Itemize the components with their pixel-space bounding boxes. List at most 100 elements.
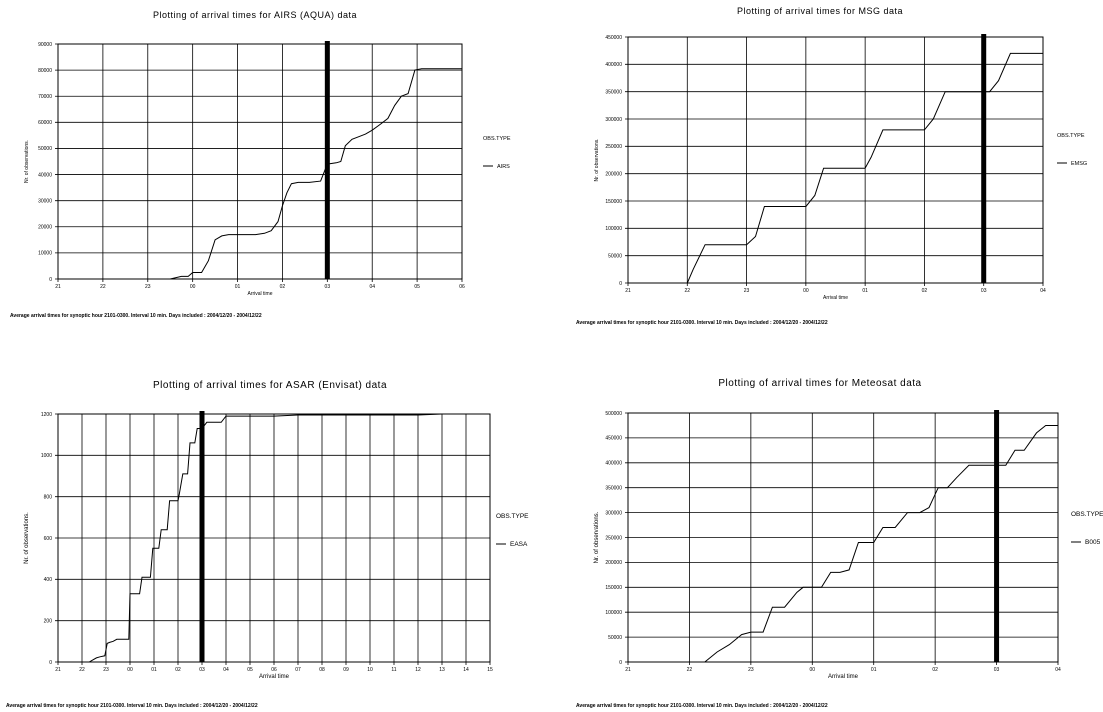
legend-title: OBS.TYPE: [1071, 511, 1103, 518]
legend-entry: EMSG: [1071, 161, 1087, 167]
y-tick-label: 0: [619, 660, 622, 666]
x-tick-label: 23: [748, 667, 754, 673]
y-tick-label: 50000: [38, 146, 52, 152]
chart-panel-msg: Plotting of arrival times for MSG data 2…: [560, 0, 1103, 340]
y-axis-label: Nr. of observations.: [594, 138, 600, 181]
series-line: [88, 413, 490, 663]
y-tick-label: 50000: [608, 635, 622, 641]
y-tick-label: 50000: [608, 253, 622, 259]
legend-entry: AIRS: [497, 164, 510, 170]
y-tick-label: 200: [44, 618, 53, 624]
x-tick-label: 05: [414, 284, 420, 290]
x-tick-label: 22: [79, 667, 85, 673]
x-tick-label: 10: [367, 667, 373, 673]
chart-footnote: Average arrival times for synoptic hour …: [6, 703, 258, 709]
y-tick-label: 300000: [605, 117, 622, 123]
x-tick-label: 01: [871, 667, 877, 673]
y-tick-label: 400000: [605, 461, 622, 467]
x-tick-label: 13: [439, 667, 445, 673]
y-tick-label: 200000: [605, 171, 622, 177]
x-tick-label: 22: [685, 288, 691, 294]
x-tick-label: 02: [932, 667, 938, 673]
legend-entry: B005: [1085, 539, 1101, 546]
chart-svg: 21 22 23 00 01 02 03 04 0 50000 100000 150000 200000…: [594, 410, 1103, 680]
y-tick-label: 40000: [38, 172, 52, 178]
x-tick-label: 02: [280, 284, 286, 290]
x-tick-label: 02: [922, 288, 928, 294]
y-tick-label: 100000: [605, 610, 622, 616]
y-tick-label: 100000: [605, 226, 622, 232]
x-tick-label: 04: [369, 284, 375, 290]
legend-title: OBS.TYPE: [483, 136, 511, 142]
y-axis-label: Nr. of observations.: [24, 140, 30, 183]
legend-title: OBS.TYPE: [496, 513, 529, 520]
x-tick-label: 23: [145, 284, 151, 290]
y-tick-label: 0: [619, 281, 622, 287]
x-tick-label: 22: [100, 284, 106, 290]
x-tick-label: 14: [463, 667, 469, 673]
chart-title: Plotting of arrival times for ASAR (Envi…: [152, 380, 388, 391]
x-tick-label: 03: [981, 288, 987, 294]
x-tick-label: 00: [810, 667, 816, 673]
y-tick-label: 30000: [38, 198, 52, 204]
x-tick-label: 01: [862, 288, 868, 294]
x-tick-label: 04: [223, 667, 229, 673]
x-tick-label: 23: [103, 667, 109, 673]
chart-footnote: Average arrival times for synoptic hour …: [576, 320, 828, 326]
plot-frame: [57, 43, 463, 280]
y-tick-label: 10000: [38, 251, 52, 257]
y-tick-label: 400000: [605, 62, 622, 68]
y-tick-label: 250000: [605, 535, 622, 541]
x-tick-label: 09: [343, 667, 349, 673]
chart-title: Plotting of arrival times for AIRS (AQUA…: [152, 10, 358, 20]
legend-title: OBS.TYPE: [1057, 133, 1085, 139]
series-line: [686, 52, 1043, 284]
x-tick-label: 07: [295, 667, 301, 673]
y-tick-label: 1000: [41, 453, 52, 459]
y-tick-label: 90000: [38, 42, 52, 48]
x-tick-label: 21: [625, 288, 631, 294]
chart-svg: 21 22 23 00 01 02 03 04 05 06 0 10000 20000 30000 4000…: [24, 41, 511, 297]
x-axis-label: Arrival time: [823, 295, 848, 301]
series-line: [58, 68, 462, 280]
y-tick-label: 400: [44, 577, 53, 583]
x-tick-label: 22: [687, 667, 693, 673]
series-line: [704, 425, 1058, 663]
y-tick-label: 450000: [605, 436, 622, 442]
x-tick-label: 06: [459, 284, 465, 290]
y-tick-label: 60000: [38, 120, 52, 126]
x-tick-label: 03: [325, 284, 331, 290]
y-tick-label: 450000: [605, 35, 622, 41]
x-axis-label: Arrival time: [247, 291, 272, 297]
plot-frame: [627, 412, 1059, 663]
y-tick-label: 800: [44, 494, 53, 500]
legend-entry: EASA: [510, 541, 528, 548]
plot-frame: [627, 36, 1044, 284]
x-tick-label: 01: [235, 284, 241, 290]
x-tick-label: 08: [319, 667, 325, 673]
y-tick-label: 150000: [605, 199, 622, 205]
x-tick-label: 21: [55, 667, 61, 673]
chart-footnote: Average arrival times for synoptic hour …: [10, 313, 262, 319]
y-tick-label: 1200: [41, 412, 52, 418]
x-tick-label: 11: [391, 667, 396, 673]
x-tick-label: 03: [199, 667, 205, 673]
chart-panel-airs: Plotting of arrival times for AIRS (AQUA…: [0, 0, 550, 330]
y-tick-label: 0: [49, 660, 52, 666]
x-tick-label: 21: [625, 667, 631, 673]
plot-frame: [57, 413, 491, 663]
chart-svg: 21 22 23 00 01 02 03 04 0 50000 100000 150000 200000…: [594, 34, 1087, 301]
y-tick-label: 70000: [38, 94, 52, 100]
y-tick-label: 250000: [605, 144, 622, 150]
chart-title: Plotting of arrival times for MSG data: [736, 6, 904, 16]
x-tick-label: 04: [1055, 667, 1061, 673]
x-tick-label: 00: [190, 284, 196, 290]
y-tick-label: 0: [49, 277, 52, 283]
chart-footnote: Average arrival times for synoptic hour …: [576, 703, 828, 709]
chart-svg: 21 22 23 00 01 02 03 04 05 06 07 08 09 10 11 12 13 14 15 0 2…: [24, 411, 529, 680]
y-tick-label: 500000: [605, 411, 622, 417]
x-tick-label: 03: [994, 667, 1000, 673]
y-tick-label: 350000: [605, 89, 622, 95]
y-tick-label: 150000: [605, 585, 622, 591]
x-tick-label: 05: [247, 667, 253, 673]
